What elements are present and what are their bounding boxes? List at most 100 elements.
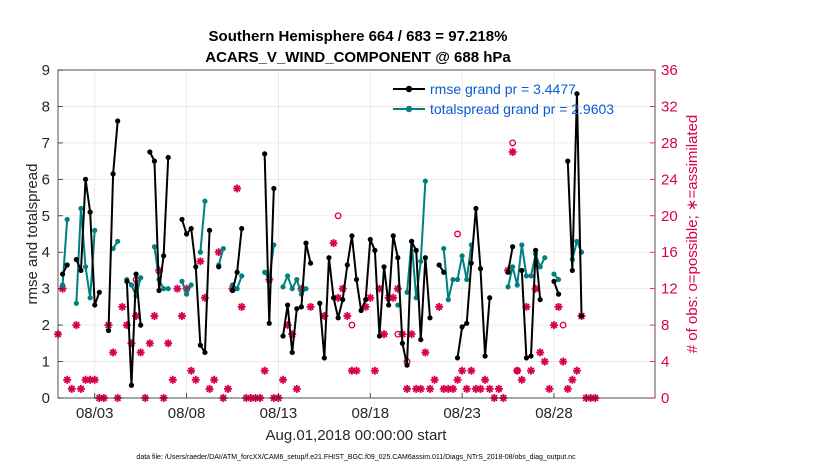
rmse-point [326,255,332,261]
y-left-tick-label: 4 [42,244,50,261]
plot-frame [57,69,656,399]
rmse-point [464,320,470,326]
obs-possible-marker [559,321,567,329]
rmse-point [59,271,66,277]
rmse-point [436,262,442,268]
rmse-point [165,154,171,161]
obs-assimilated-marker [237,302,246,311]
rmse-point [409,238,415,244]
rmse-point [376,333,383,339]
totalspread-point [220,245,226,252]
rmse-point [349,233,355,239]
totalspread-point [115,238,121,244]
y-left-tick-label: 6 [42,171,50,188]
x-axis-label: Aug.01,2018 00:00:00 start [266,427,448,444]
rmse-point [459,324,465,330]
totalspread-point [234,286,240,292]
totalspread-point [78,205,84,212]
obs-assimilated-marker [481,375,490,384]
y-left-tick-label: 1 [42,354,50,371]
obs-assimilated-marker [67,384,76,393]
totalspread-point [294,276,300,283]
totalspread-point [519,242,525,248]
y-left-tick-label: 3 [42,281,50,298]
totalspread-point [514,282,520,288]
rmse-point [266,320,272,326]
rmse-point [340,297,346,303]
rmse-point [285,302,291,308]
legend-totalspread-marker [405,105,413,113]
x-tick-label: 08/08 [168,405,206,422]
obs-assimilated-marker [549,321,558,330]
data-file-footnote: data file: /Users/raeder/DAI/ATM_forcXX/… [136,454,576,461]
rmse-line-segment [125,273,142,387]
y-right-tick-label: 0 [661,390,669,407]
totalspread-point [422,178,428,184]
rmse-point [519,267,525,274]
obs-assimilated-marker [260,366,269,375]
rmse-point [528,353,534,359]
obs-assimilated-marker [416,384,425,393]
rmse-point [124,278,130,284]
rmse-point [358,307,364,314]
totalspread-point [537,264,543,270]
obs-assimilated-marker [559,357,568,366]
rmse-point [234,269,240,275]
rmse-point [565,158,571,164]
rmse-point [216,264,222,270]
totalspread-point [551,271,557,277]
rmse-point [551,278,557,284]
totalspread-point [202,198,208,204]
rmse-point [344,262,350,268]
rmse-point [353,276,360,283]
obs-assimilated-marker [485,384,494,393]
rmse-point [151,158,158,164]
rmse-point [390,233,396,239]
totalspread-point [528,273,534,279]
obs-assimilated-marker [453,375,462,384]
totalspread-point [59,282,66,288]
rmse-point [454,355,461,361]
rmse-point [193,264,199,270]
y-axis-left-ticks: 0 1 2 3 4 5 6 7 8 9 [42,62,63,407]
obs-assimilated-marker [72,321,81,330]
totalspread-point [404,289,410,295]
rmse-point [569,267,575,274]
obs-assimilated-marker [508,148,517,156]
rmse-point [422,255,428,261]
obs-assimilated-marker [210,375,219,384]
rmse-point [197,342,203,348]
obs-assimilated-marker [352,366,361,375]
totalspread-point [183,291,190,297]
rmse-point [239,225,245,232]
totalspread-point [262,269,268,275]
y-right-tick-label: 20 [661,208,678,225]
rmse-point [105,327,112,334]
obs-possible-marker [509,139,517,147]
rmse-point [468,260,474,266]
x-tick-label: 08/28 [535,405,573,422]
totalspread-point [82,264,89,270]
rmse-point [317,300,323,306]
obs-assimilated-marker [233,184,242,193]
rmse-point [473,205,479,212]
y-right-tick-label: 24 [661,171,678,188]
rmse-point [156,287,162,294]
legend-rmse-label: rmse grand pr = 3.4477 [430,81,576,97]
obs-assimilated-marker [458,366,467,375]
obs-assimilated-marker [536,348,545,357]
obs-assimilated-marker [448,384,457,393]
totalspread-point [138,275,144,281]
obs-assimilated-marker [517,375,526,384]
rmse-point [510,244,516,250]
obs-assimilated-marker [568,375,577,384]
totalspread-point [523,273,530,279]
x-axis-ticks: 08/03 08/08 08/13 08/18 08/23 08/28 [76,393,573,422]
rmse-point [533,247,539,253]
totalspread-point [87,295,93,301]
obs-assimilated-marker [191,375,200,384]
rmse-point [138,322,144,328]
totalspread-point [151,244,158,250]
rmse-point [523,355,530,361]
rmse-point [229,287,236,294]
